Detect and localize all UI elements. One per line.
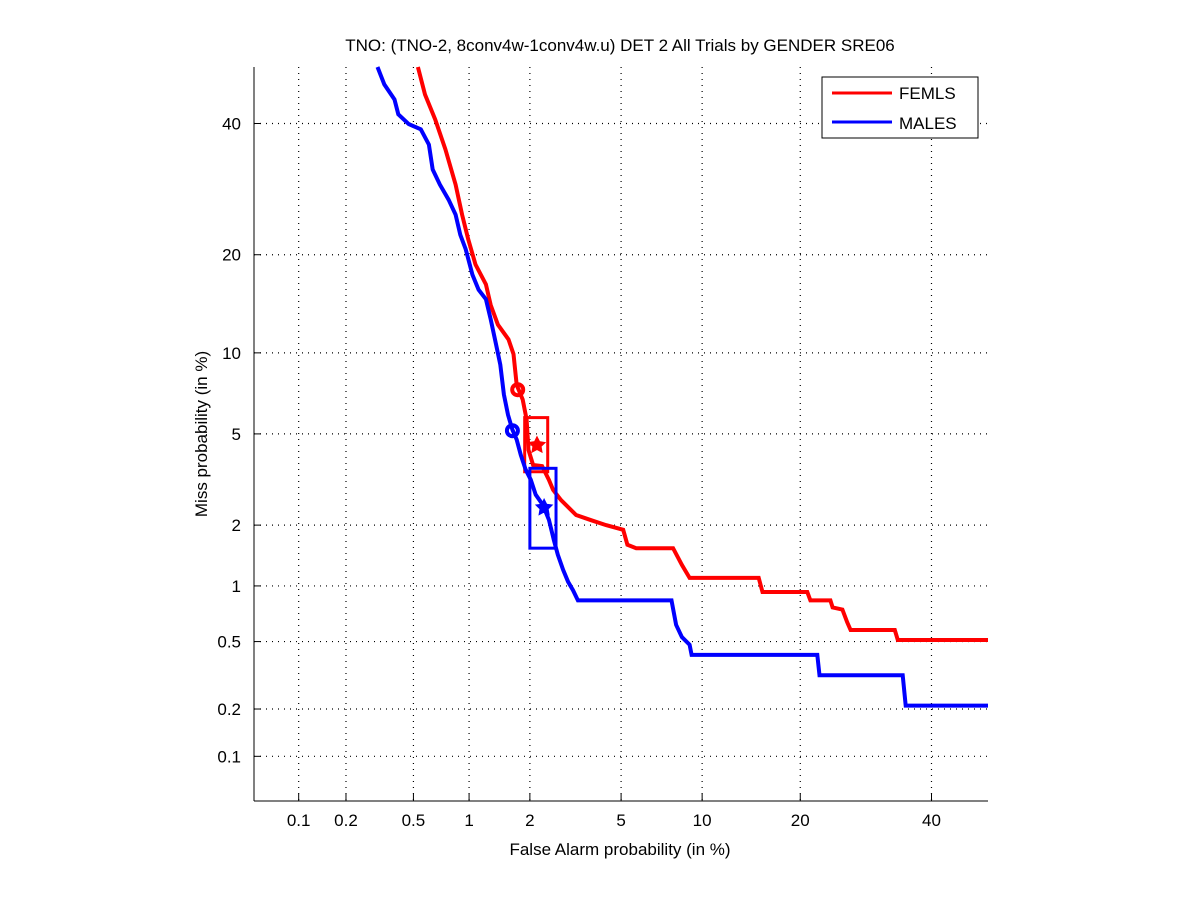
series-males (375, 66, 988, 708)
min-dcf-marker-femls (527, 435, 547, 454)
det-curve-males (375, 66, 988, 708)
x-tick-label: 0.5 (402, 811, 426, 830)
legend-label-femls: FEMLS (899, 84, 956, 103)
x-tick-label: 20 (791, 811, 810, 830)
det-curve-femls (415, 66, 988, 642)
y-tick-label: 40 (222, 115, 241, 134)
x-tick-label: 10 (693, 811, 712, 830)
min-dcf-marker-males (534, 497, 554, 516)
legend-label-males: MALES (899, 114, 957, 133)
x-tick-label: 0.1 (287, 811, 311, 830)
chart-title: TNO: (TNO-2, 8conv4w-1conv4w.u) DET 2 Al… (345, 36, 895, 55)
series-layer (375, 66, 988, 708)
legend: FEMLS MALES (821, 76, 979, 139)
grid-lines (254, 67, 988, 801)
y-tick-label: 10 (222, 344, 241, 363)
actual-dcf-marker-femls (510, 382, 526, 398)
y-tick-label: 0.2 (217, 700, 241, 719)
y-tick-label: 1 (232, 577, 241, 596)
y-tick-label: 0.1 (217, 747, 241, 766)
actual-dcf-marker-males (504, 423, 520, 439)
y-axis-label: Miss probability (in %) (192, 351, 211, 517)
x-axis-label: False Alarm probability (in %) (509, 840, 730, 859)
x-tick-label: 0.2 (334, 811, 358, 830)
y-tick-label: 0.5 (217, 633, 241, 652)
legend-box (821, 76, 979, 139)
series-femls (415, 66, 988, 642)
y-ticks: 0.1 0.2 0.5 1 2 5 10 20 40 (217, 115, 261, 766)
x-tick-label: 40 (922, 811, 941, 830)
confidence-box-males (528, 466, 558, 550)
x-tick-label: 2 (525, 811, 534, 830)
confidence-box-femls (523, 416, 550, 474)
y-tick-label: 5 (232, 425, 241, 444)
x-tick-label: 1 (464, 811, 473, 830)
x-ticks: 0.1 0.2 0.5 1 2 5 10 20 40 (287, 794, 941, 830)
x-tick-label: 5 (616, 811, 625, 830)
y-tick-label: 2 (232, 516, 241, 535)
y-tick-label: 20 (222, 246, 241, 265)
